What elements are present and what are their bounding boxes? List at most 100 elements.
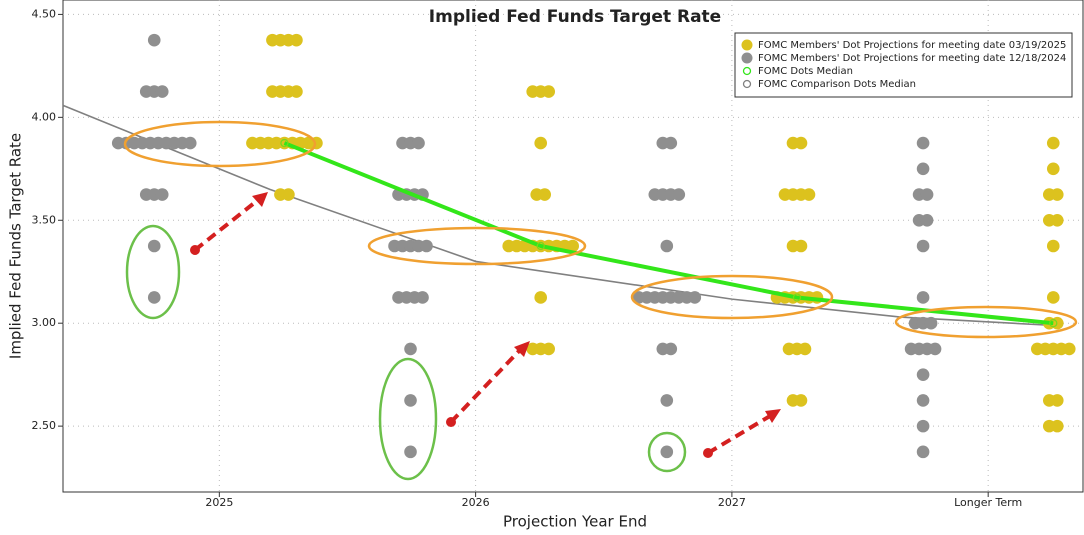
arrow-head xyxy=(514,341,530,357)
dot xyxy=(916,239,930,253)
dot xyxy=(183,136,197,150)
median-marker xyxy=(280,138,289,148)
arrow xyxy=(193,198,260,252)
dot xyxy=(916,368,930,381)
legend-marker xyxy=(741,39,753,51)
dot xyxy=(916,445,930,459)
arrow-tail xyxy=(190,245,200,255)
median-marker xyxy=(536,241,545,251)
dot xyxy=(916,394,930,407)
dot xyxy=(420,239,433,253)
plot-frame xyxy=(62,0,1084,493)
annotations xyxy=(123,120,1078,481)
dot xyxy=(916,136,930,150)
dot xyxy=(282,188,295,201)
dot xyxy=(794,394,808,407)
dot xyxy=(664,342,678,356)
highlight-ellipse xyxy=(123,120,317,168)
dot xyxy=(147,239,161,253)
highlight-ellipse xyxy=(378,357,438,481)
highlight-ellipse xyxy=(894,305,1078,339)
dot xyxy=(412,136,425,150)
x-tick-label: 2026 xyxy=(462,496,490,509)
legend-marker xyxy=(741,52,753,64)
x-tick-label: 2027 xyxy=(718,496,746,509)
y-tick-label: 3.50 xyxy=(32,213,57,226)
x-axis-label: Projection Year End xyxy=(503,513,647,531)
dot xyxy=(534,136,548,150)
dot xyxy=(660,394,674,407)
dot xyxy=(290,33,303,47)
dot xyxy=(1062,342,1076,356)
dot xyxy=(566,239,580,253)
dot xyxy=(916,291,930,304)
dot xyxy=(416,291,429,304)
dot xyxy=(798,342,812,356)
dot xyxy=(1046,162,1060,176)
dot xyxy=(147,33,161,47)
dot xyxy=(1050,188,1064,201)
dot xyxy=(1050,213,1064,227)
x-tick-label: Longer Term xyxy=(954,496,1022,509)
dot xyxy=(802,188,816,201)
highlight-ellipse xyxy=(125,224,181,320)
dot xyxy=(794,136,808,150)
arrow xyxy=(449,348,522,424)
dot xyxy=(155,85,169,98)
dot xyxy=(1046,136,1060,150)
dot xyxy=(1046,239,1060,253)
dot xyxy=(660,445,674,459)
dot xyxy=(660,239,674,253)
arrow-tail xyxy=(703,448,713,458)
legend-label: FOMC Comparison Dots Median xyxy=(758,79,916,90)
legend-label: FOMC Dots Median xyxy=(758,66,853,77)
dot xyxy=(1050,394,1064,407)
dot xyxy=(542,342,556,356)
median-marker xyxy=(1049,319,1058,328)
y-tick-label: 4.00 xyxy=(32,110,57,123)
dot xyxy=(916,419,930,433)
dot xyxy=(916,162,930,176)
median-marker xyxy=(792,293,802,302)
dot xyxy=(794,239,808,253)
y-tick-label: 2.50 xyxy=(32,419,57,432)
dot xyxy=(1046,291,1060,304)
chart-title: Implied Fed Funds Target Rate xyxy=(429,7,721,27)
dot xyxy=(147,291,161,304)
arrow-head xyxy=(765,409,781,423)
x-tick-label: 2025 xyxy=(205,496,233,509)
legend-marker xyxy=(742,66,752,76)
dot xyxy=(542,85,556,98)
highlight-ellipse xyxy=(367,226,587,266)
legend-label: FOMC Members' Dot Projections for meetin… xyxy=(758,53,1066,64)
dot xyxy=(920,213,934,227)
y-tick-label: 4.50 xyxy=(32,7,57,20)
dot xyxy=(290,85,303,98)
arrow xyxy=(706,414,772,455)
highlight-ellipse xyxy=(630,274,834,320)
y-axis-label: Implied Fed Funds Target Rate xyxy=(7,133,25,359)
y-tick-label: 3.00 xyxy=(32,316,57,329)
dot xyxy=(404,394,417,407)
dot xyxy=(924,316,938,330)
arrow-head xyxy=(252,192,268,207)
median-line xyxy=(62,104,1050,327)
dot xyxy=(538,188,552,201)
dot xyxy=(688,291,702,304)
dot xyxy=(672,188,686,201)
highlight-ellipse xyxy=(647,431,687,473)
dot xyxy=(664,136,678,150)
dot xyxy=(155,188,169,201)
legend-label: FOMC Members' Dot Projections for meetin… xyxy=(758,40,1066,51)
marks xyxy=(62,33,1076,459)
dot xyxy=(920,188,934,201)
dot xyxy=(404,445,417,459)
legend-items: FOMC Members' Dot Projections for meetin… xyxy=(741,39,1066,90)
legend-marker xyxy=(742,79,752,89)
dot xyxy=(1050,419,1064,433)
arrow-tail xyxy=(446,417,456,427)
dot xyxy=(928,342,942,356)
dot xyxy=(534,291,548,304)
dot xyxy=(404,342,417,356)
